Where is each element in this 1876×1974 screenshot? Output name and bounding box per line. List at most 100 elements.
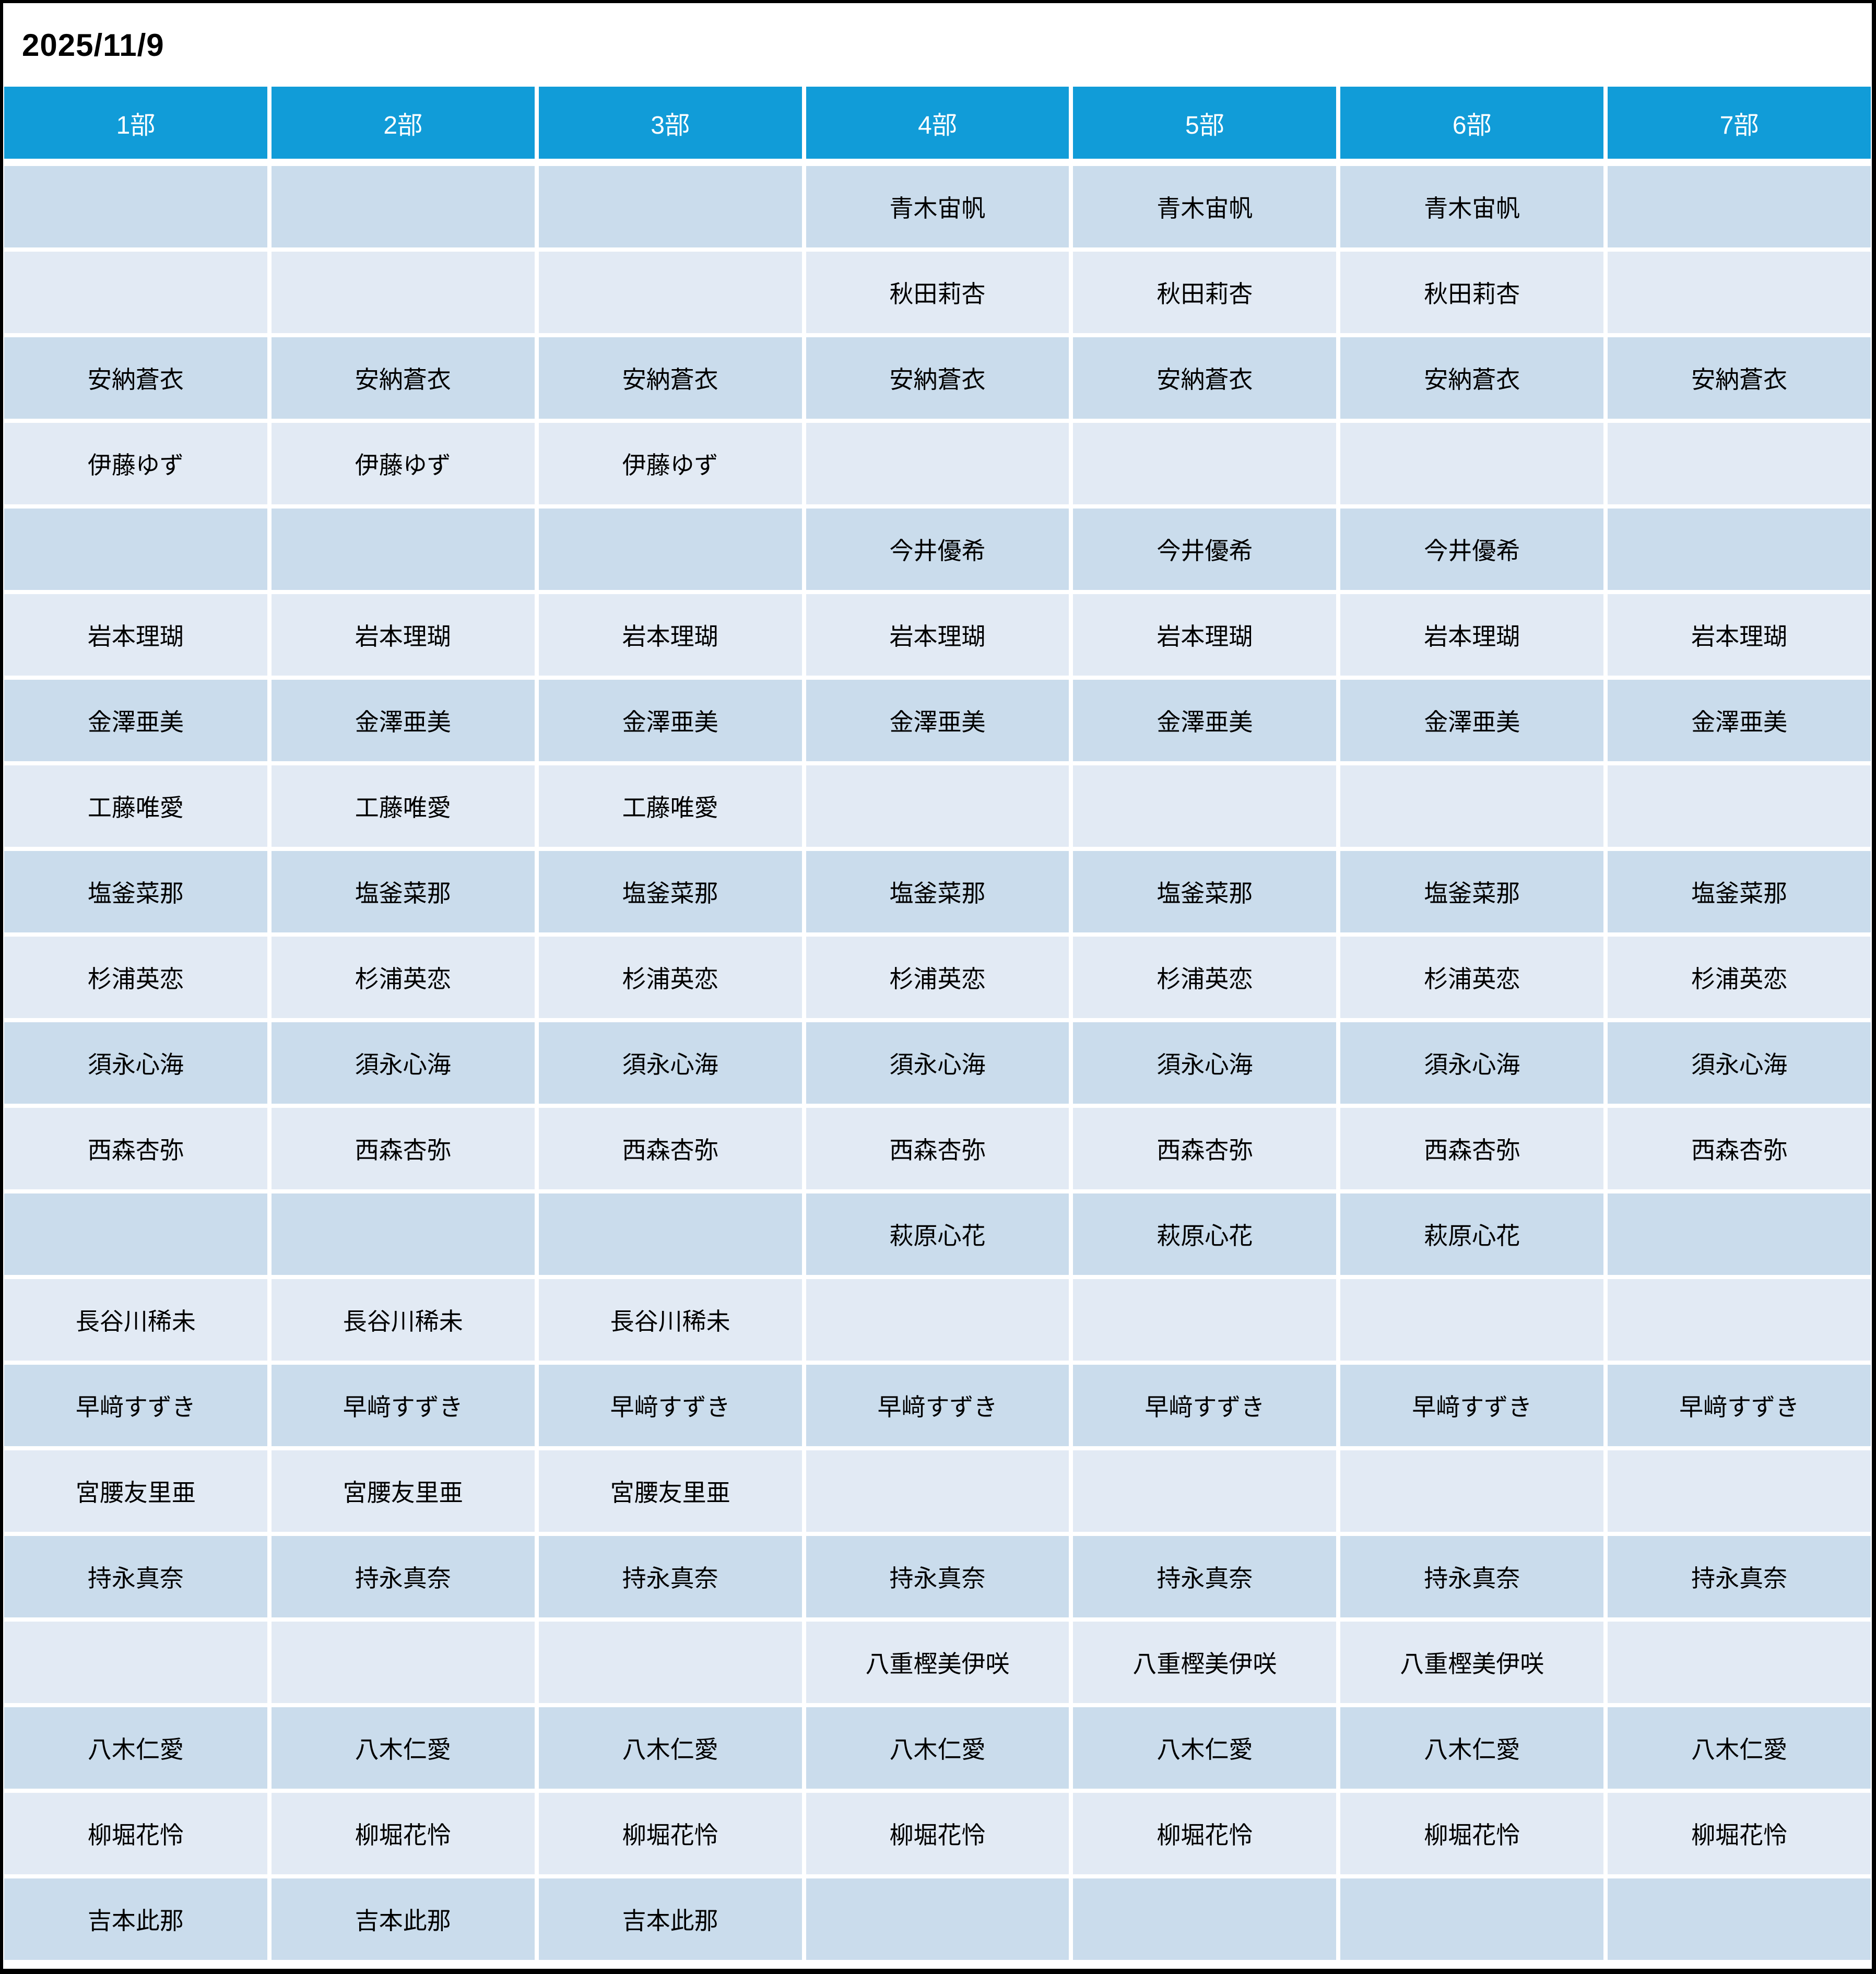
date-label: 2025/11/9 — [22, 27, 164, 63]
member-cell: 須永心海 — [271, 1022, 535, 1104]
member-cell: 柳堀花怜 — [271, 1793, 535, 1874]
empty-cell — [1073, 1279, 1337, 1361]
member-cell: 柳堀花怜 — [1340, 1793, 1604, 1874]
member-cell: 早﨑すずき — [271, 1365, 535, 1446]
column-header-3: 3部 — [538, 87, 802, 159]
member-cell: 八木仁愛 — [1608, 1707, 1871, 1789]
member-cell: 宮腰友里亜 — [538, 1450, 802, 1532]
empty-cell — [1340, 1878, 1604, 1960]
schedule-table: 1部 2部 3部 4部 5部 6部 7部 青木宙帆 青木宙帆 青木宙帆 秋田莉杏 秋田莉杏 秋田莉杏 安納… — [3, 87, 1872, 1960]
empty-cell — [4, 1193, 267, 1275]
member-cell: 須永心海 — [1340, 1022, 1604, 1104]
member-cell: 工藤唯愛 — [4, 765, 267, 847]
member-cell: 青木宙帆 — [1073, 166, 1337, 247]
member-cell: 持永真奈 — [271, 1536, 535, 1617]
member-cell: 八重樫美伊咲 — [1073, 1622, 1337, 1703]
member-cell: 須永心海 — [1073, 1022, 1337, 1104]
empty-cell — [271, 166, 535, 247]
member-cell: 塩釜菜那 — [538, 851, 802, 932]
member-cell: 柳堀花怜 — [4, 1793, 267, 1874]
member-cell: 八木仁愛 — [806, 1707, 1069, 1789]
empty-cell — [1608, 423, 1871, 504]
empty-cell — [806, 423, 1069, 504]
empty-cell — [806, 1878, 1069, 1960]
empty-cell — [538, 252, 802, 333]
member-cell: 杉浦英恋 — [271, 937, 535, 1018]
member-cell: 八木仁愛 — [1340, 1707, 1604, 1789]
member-cell: 早﨑すずき — [806, 1365, 1069, 1446]
member-cell: 萩原心花 — [806, 1193, 1069, 1275]
member-cell: 八木仁愛 — [271, 1707, 535, 1789]
member-cell: 安納蒼衣 — [1073, 337, 1337, 419]
empty-cell — [271, 1622, 535, 1703]
member-cell: 柳堀花怜 — [538, 1793, 802, 1874]
member-cell: 秋田莉杏 — [806, 252, 1069, 333]
empty-cell — [806, 1279, 1069, 1361]
member-cell: 岩本理瑚 — [4, 594, 267, 676]
member-cell: 八重樫美伊咲 — [1340, 1622, 1604, 1703]
member-cell: 塩釜菜那 — [4, 851, 267, 932]
empty-cell — [1073, 1878, 1337, 1960]
member-cell: 宮腰友里亜 — [271, 1450, 535, 1532]
empty-cell — [271, 1193, 535, 1275]
empty-cell — [1608, 509, 1871, 590]
member-cell: 塩釜菜那 — [1608, 851, 1871, 932]
member-cell: 金澤亜美 — [1608, 680, 1871, 761]
member-cell: 萩原心花 — [1073, 1193, 1337, 1275]
empty-cell — [271, 252, 535, 333]
empty-cell — [1073, 1450, 1337, 1532]
member-cell: 柳堀花怜 — [1608, 1793, 1871, 1874]
member-cell: 須永心海 — [1608, 1022, 1871, 1104]
member-cell: 秋田莉杏 — [1340, 252, 1604, 333]
empty-cell — [4, 166, 267, 247]
empty-cell — [1608, 1878, 1871, 1960]
member-cell: 宮腰友里亜 — [4, 1450, 267, 1532]
member-cell: 杉浦英恋 — [4, 937, 267, 1018]
empty-cell — [806, 765, 1069, 847]
member-cell: 金澤亜美 — [1340, 680, 1604, 761]
empty-cell — [1608, 252, 1871, 333]
member-cell: 須永心海 — [538, 1022, 802, 1104]
member-cell: 工藤唯愛 — [271, 765, 535, 847]
member-cell: 金澤亜美 — [806, 680, 1069, 761]
member-cell: 吉本此那 — [271, 1878, 535, 1960]
empty-cell — [1340, 423, 1604, 504]
member-cell: 西森杏弥 — [1340, 1108, 1604, 1189]
column-header-2: 2部 — [271, 87, 535, 159]
member-cell: 西森杏弥 — [1073, 1108, 1337, 1189]
member-cell: 早﨑すずき — [4, 1365, 267, 1446]
member-cell: 青木宙帆 — [1340, 166, 1604, 247]
member-cell: 金澤亜美 — [1073, 680, 1337, 761]
member-cell: 西森杏弥 — [1608, 1108, 1871, 1189]
member-cell: 安納蒼衣 — [806, 337, 1069, 419]
member-cell: 持永真奈 — [1340, 1536, 1604, 1617]
member-cell: 持永真奈 — [806, 1536, 1069, 1617]
member-cell: 金澤亜美 — [538, 680, 802, 761]
member-cell: 岩本理瑚 — [538, 594, 802, 676]
member-cell: 塩釜菜那 — [806, 851, 1069, 932]
empty-cell — [538, 1193, 802, 1275]
empty-cell — [1608, 1193, 1871, 1275]
column-header-6: 6部 — [1340, 87, 1604, 159]
member-cell: 安納蒼衣 — [1340, 337, 1604, 419]
member-cell: 岩本理瑚 — [271, 594, 535, 676]
member-cell: 早﨑すずき — [538, 1365, 802, 1446]
member-cell: 杉浦英恋 — [1608, 937, 1871, 1018]
member-cell: 金澤亜美 — [271, 680, 535, 761]
member-cell: 早﨑すずき — [1608, 1365, 1871, 1446]
empty-cell — [1073, 765, 1337, 847]
member-cell: 安納蒼衣 — [271, 337, 535, 419]
empty-cell — [806, 1450, 1069, 1532]
member-cell: 安納蒼衣 — [538, 337, 802, 419]
empty-cell — [538, 166, 802, 247]
member-cell: 八木仁愛 — [4, 1707, 267, 1789]
empty-cell — [1340, 1450, 1604, 1532]
member-cell: 西森杏弥 — [806, 1108, 1069, 1189]
empty-cell — [1608, 166, 1871, 247]
member-cell: 岩本理瑚 — [806, 594, 1069, 676]
empty-cell — [1340, 1279, 1604, 1361]
empty-cell — [4, 1622, 267, 1703]
column-header-1: 1部 — [4, 87, 267, 159]
member-cell: 岩本理瑚 — [1608, 594, 1871, 676]
